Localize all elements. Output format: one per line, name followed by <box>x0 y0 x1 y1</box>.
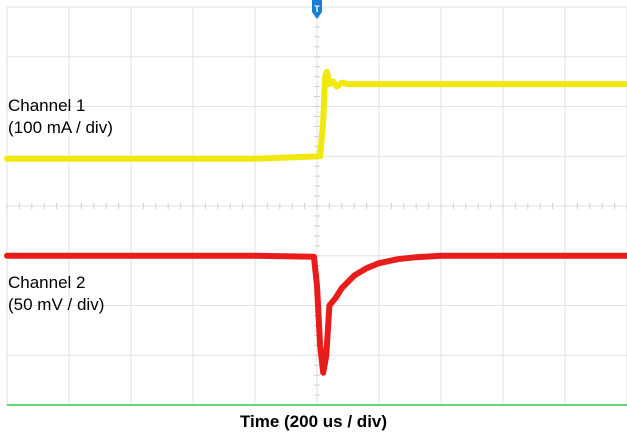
traces <box>4 68 627 376</box>
channel-1-label: Channel 1 (100 mA / div) <box>8 95 113 139</box>
trigger-marker-shape <box>312 0 322 19</box>
trigger-marker-label: T <box>314 4 320 14</box>
channel-2-scale: (50 mV / div) <box>8 295 105 314</box>
channel-2-label: Channel 2 (50 mV / div) <box>8 272 104 316</box>
x-axis-label: Time (200 us / div) <box>239 412 388 431</box>
grid <box>6 6 627 406</box>
series-line-channel-2 <box>4 252 627 376</box>
channel-2-name: Channel 2 <box>8 273 86 292</box>
trigger-marker: T <box>312 0 322 19</box>
series-line-channel-1 <box>4 68 627 162</box>
channel-1-name: Channel 1 <box>8 96 86 115</box>
channel-1-scale: (100 mA / div) <box>8 118 113 137</box>
